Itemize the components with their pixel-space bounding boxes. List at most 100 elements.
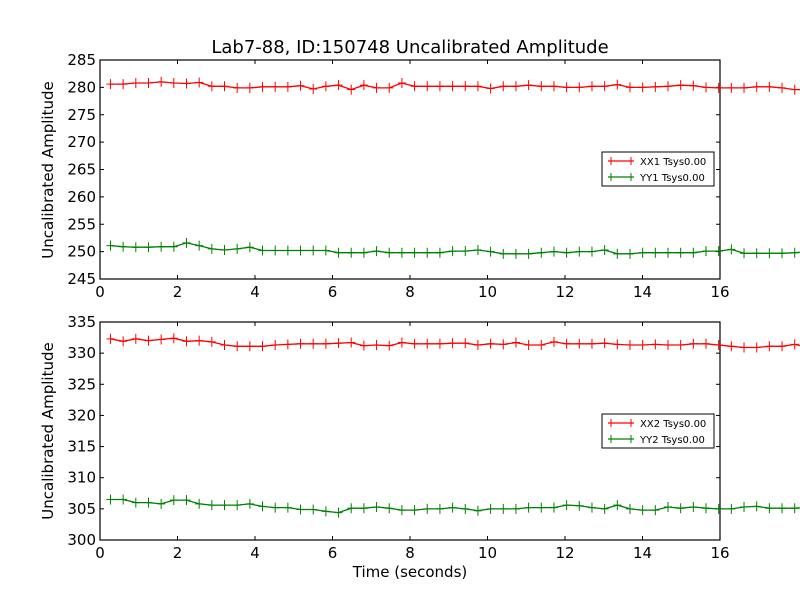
data-point-marker <box>372 340 381 351</box>
data-point-marker <box>435 338 444 349</box>
legend-label: XX2 Tsys0.00 <box>640 419 706 430</box>
data-point-marker <box>334 338 343 349</box>
data-point-marker <box>169 333 178 344</box>
data-point-marker <box>689 501 698 512</box>
data-point-marker <box>461 338 470 349</box>
data-point-marker <box>499 248 508 259</box>
data-point-marker <box>119 336 128 347</box>
data-point-marker <box>562 247 571 258</box>
data-point-marker <box>727 82 736 93</box>
data-point-marker <box>385 247 394 258</box>
chart-title: Lab7-88, ID:150748 Uncalibrated Amplitud… <box>211 37 608 58</box>
data-point-marker <box>613 248 622 259</box>
data-point-marker <box>321 245 330 256</box>
data-point-marker <box>372 501 381 512</box>
legend-label: YY1 Tsys0.00 <box>639 173 705 184</box>
x-tick-label: 4 <box>250 283 260 301</box>
data-point-marker <box>600 338 609 349</box>
data-point-marker <box>182 237 191 248</box>
data-point-marker <box>689 338 698 349</box>
data-point-marker <box>309 245 318 256</box>
data-point-marker <box>207 81 216 92</box>
data-point-marker <box>511 248 520 259</box>
y-tick-label: 285 <box>67 51 96 69</box>
legend-marker <box>610 157 632 165</box>
y-tick-label: 335 <box>67 313 96 331</box>
data-point-marker <box>790 247 799 258</box>
data-point-marker <box>245 82 254 93</box>
data-point-marker <box>537 340 546 351</box>
data-point-marker <box>258 501 267 512</box>
data-point-marker <box>727 341 736 352</box>
data-point-marker <box>119 79 128 90</box>
y-tick-label: 265 <box>67 161 96 179</box>
data-point-marker <box>397 505 406 516</box>
data-point-marker <box>245 498 254 509</box>
data-point-marker <box>119 494 128 505</box>
data-point-marker <box>575 500 584 511</box>
x-tick-label: 8 <box>405 283 415 301</box>
x-tick-label: 16 <box>710 283 729 301</box>
data-point-marker <box>283 81 292 92</box>
data-point-marker <box>296 80 305 91</box>
legend-marker <box>610 173 632 181</box>
data-point-marker <box>575 82 584 93</box>
y-tick-label: 260 <box>67 188 96 206</box>
data-point-marker <box>131 242 140 253</box>
data-point-marker <box>511 337 520 348</box>
data-point-marker <box>372 82 381 93</box>
data-point-marker <box>676 80 685 91</box>
data-point-marker <box>359 340 368 351</box>
data-point-marker <box>144 497 153 508</box>
y-tick-label: 300 <box>67 531 96 549</box>
data-point-marker <box>613 79 622 90</box>
data-point-marker <box>144 335 153 346</box>
data-point-marker <box>499 503 508 514</box>
data-point-marker <box>347 503 356 514</box>
data-point-marker <box>727 503 736 514</box>
data-point-marker <box>537 247 546 258</box>
data-point-marker <box>182 495 191 506</box>
data-point-marker <box>309 84 318 95</box>
data-point-marker <box>448 246 457 257</box>
series-line-yy1 <box>110 242 800 255</box>
legend-label: XX1 Tsys0.00 <box>640 157 706 168</box>
data-point-marker <box>245 341 254 352</box>
x-axis-label: Time (seconds) <box>352 563 468 581</box>
data-point-marker <box>334 247 343 258</box>
data-point-marker <box>562 338 571 349</box>
data-point-marker <box>714 503 723 514</box>
data-point-marker <box>220 500 229 511</box>
legend-box <box>601 413 715 449</box>
data-point-marker <box>524 80 533 91</box>
x-tick-label: 12 <box>555 283 574 301</box>
data-point-marker <box>372 246 381 257</box>
data-point-marker <box>765 341 774 352</box>
y-tick-label: 315 <box>67 438 96 456</box>
data-point-marker <box>689 247 698 258</box>
data-point-marker <box>423 503 432 514</box>
series-line-yy2 <box>110 498 800 514</box>
data-point-marker <box>752 342 761 353</box>
data-point-marker <box>131 497 140 508</box>
data-point-marker <box>587 338 596 349</box>
data-point-marker <box>537 81 546 92</box>
data-point-marker <box>106 240 115 251</box>
data-point-marker <box>613 500 622 511</box>
data-point-marker <box>638 247 647 258</box>
data-point-marker <box>486 338 495 349</box>
data-point-marker <box>663 247 672 258</box>
data-point-marker <box>233 500 242 511</box>
data-point-marker <box>499 81 508 92</box>
data-point-marker <box>359 503 368 514</box>
data-point-marker <box>575 338 584 349</box>
data-point-marker <box>131 333 140 344</box>
data-point-marker <box>157 334 166 345</box>
data-point-marker <box>790 503 799 514</box>
y-tick-label: 270 <box>67 133 96 151</box>
x-tick-label: 12 <box>555 544 574 562</box>
data-point-marker <box>600 81 609 92</box>
x-tick-label: 14 <box>633 283 652 301</box>
data-point-marker <box>423 81 432 92</box>
